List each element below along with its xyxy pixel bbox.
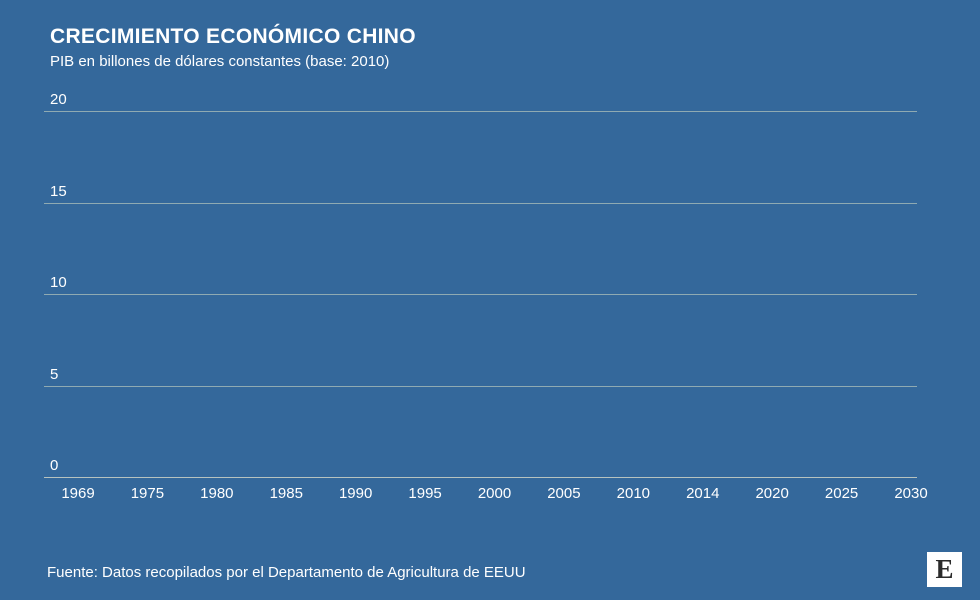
gridline — [44, 386, 917, 387]
gridline — [44, 294, 917, 295]
y-tick-label: 10 — [50, 274, 67, 291]
y-tick-label: 15 — [50, 183, 67, 200]
x-axis-baseline — [44, 477, 917, 478]
gridline — [44, 203, 917, 204]
source-note: Fuente: Datos recopilados por el Departa… — [47, 564, 526, 581]
x-tick-label: 2005 — [547, 485, 581, 502]
x-tick-label: 1985 — [269, 485, 303, 502]
x-tick-label: 1995 — [408, 485, 442, 502]
y-tick-label: 20 — [50, 91, 67, 108]
x-tick-label: 2030 — [894, 485, 928, 502]
x-tick-label: 2025 — [824, 485, 859, 502]
elpais-logo[interactable]: E — [927, 552, 962, 587]
x-tick-label: 2000 — [477, 485, 512, 502]
x-axis: 1969 1975 1980 1985 1990 1995 2000 2005 2010 2014… — [44, 485, 927, 508]
plot-area: 20 15 10 5 0 — [44, 92, 917, 478]
x-tick-label: 2020 — [755, 485, 789, 502]
x-tick-label: 2014 — [686, 485, 720, 502]
x-tick-label: 2010 — [616, 485, 651, 502]
x-tick-label: 1980 — [200, 485, 234, 502]
x-tick-label: 1990 — [338, 485, 373, 502]
chart-title: CRECIMIENTO ECONÓMICO CHINO — [50, 25, 416, 48]
x-tick-label: 1975 — [130, 485, 165, 502]
y-tick-label: 5 — [50, 366, 59, 383]
y-tick-label: 0 — [50, 457, 59, 474]
logo-letter: E — [935, 554, 954, 584]
chart-subtitle: PIB en billones de dólares constantes (b… — [50, 53, 390, 70]
gridline — [44, 111, 917, 112]
x-tick-label: 1969 — [61, 485, 95, 502]
